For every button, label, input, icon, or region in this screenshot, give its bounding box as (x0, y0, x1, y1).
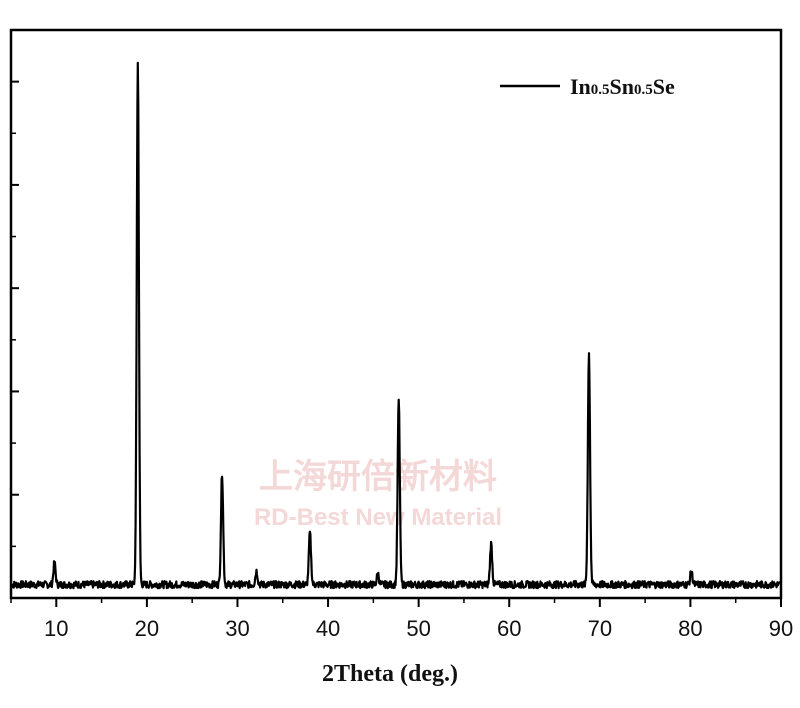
legend-part-se: Se (653, 74, 675, 99)
legend-sub-sn: 0.5 (634, 82, 653, 98)
plot-frame (9, 28, 783, 600)
legend-sub-in: 0.5 (591, 82, 610, 98)
x-tick-label: 10 (44, 616, 68, 641)
legend-label: In0.5Sn0.5Se (570, 74, 675, 99)
xrd-pattern-line (10, 61, 782, 590)
x-axis-title: 2Theta (deg.) (322, 661, 458, 687)
legend-part-in: In (570, 74, 591, 99)
x-tick-label: 60 (497, 616, 521, 641)
y-axis-ticks (11, 80, 19, 548)
x-tick-label: 90 (769, 616, 793, 641)
legend: In0.5Sn0.5Se (500, 74, 675, 99)
legend-part-sn: Sn (610, 74, 634, 99)
x-tick-label: 70 (588, 616, 612, 641)
x-axis-ticks: 10 20 30 40 50 60 70 80 90 (10, 598, 793, 641)
x-tick-label: 80 (678, 616, 702, 641)
x-tick-label: 40 (316, 616, 340, 641)
watermark-line2: RD-Best New Material (254, 504, 502, 531)
x-tick-label: 20 (135, 616, 159, 641)
watermark: 上海研倍新材料 RD-Best New Material (254, 457, 502, 531)
x-tick-label: 30 (225, 616, 249, 641)
x-tick-label: 50 (406, 616, 430, 641)
watermark-line1: 上海研倍新材料 (259, 457, 497, 497)
